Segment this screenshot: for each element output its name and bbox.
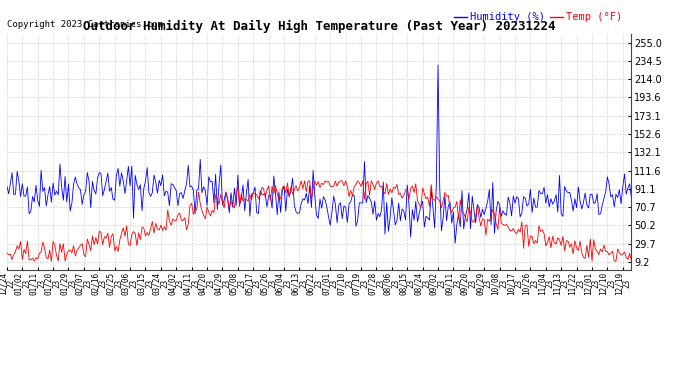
Text: Copyright 2023 Cartronics.com: Copyright 2023 Cartronics.com bbox=[7, 20, 163, 29]
Title: Outdoor Humidity At Daily High Temperature (Past Year) 20231224: Outdoor Humidity At Daily High Temperatu… bbox=[83, 20, 555, 33]
Legend: Humidity (%), Temp (°F): Humidity (%), Temp (°F) bbox=[450, 8, 626, 27]
